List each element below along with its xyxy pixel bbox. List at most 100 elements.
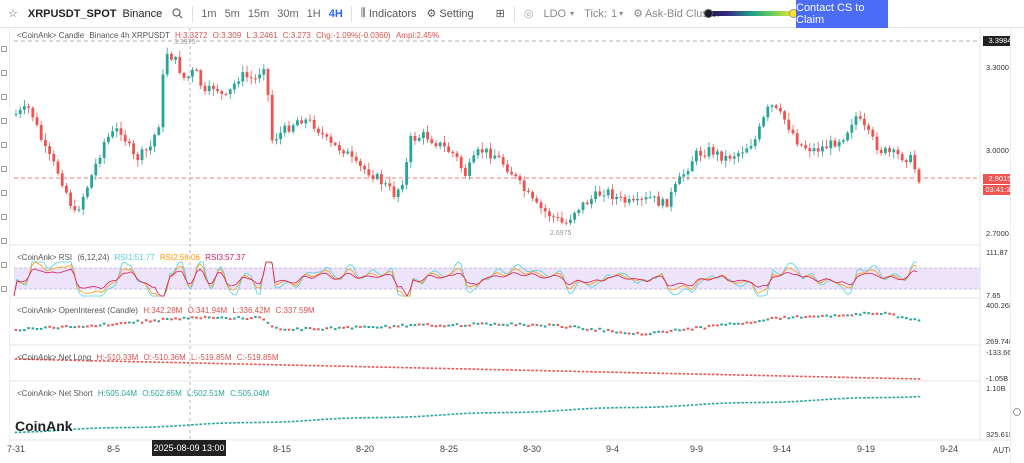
expand-panel-icon[interactable] (1013, 408, 1021, 416)
measure-tool-icon[interactable] (1, 166, 7, 172)
oi-axis-bottom: 269.74M (986, 337, 1016, 346)
timeframe-15m[interactable]: 15m (247, 7, 270, 20)
net-short-candle (850, 397, 854, 399)
net-short-candle (707, 403, 711, 405)
zoom-tool-icon[interactable] (1, 190, 7, 196)
net-long-candle (132, 360, 135, 363)
eye-tool-icon[interactable] (1, 262, 7, 268)
net-long-candle (556, 370, 560, 372)
net-long-candle (409, 366, 413, 369)
oi-candle (653, 331, 656, 334)
candle-body (522, 180, 526, 191)
net-long-candle (367, 366, 371, 368)
oi-candle (846, 314, 849, 317)
candle-body (795, 133, 799, 145)
symbol-selector[interactable]: XRPUSDT_SPOT Binance (23, 0, 167, 28)
search-icon[interactable] (167, 0, 188, 28)
oi-candle (291, 328, 295, 331)
favorite-star-icon[interactable]: ☆ (8, 8, 18, 20)
net-long-candle (737, 374, 740, 376)
net-short-candle (489, 411, 492, 414)
net-short-candle (178, 424, 182, 427)
oi-candle (640, 333, 644, 336)
brush-tool-icon[interactable] (1, 118, 7, 124)
oi-candle (459, 325, 463, 328)
net-short-candle (52, 429, 56, 432)
net-long-candle (405, 366, 408, 369)
candle-body (560, 217, 564, 223)
net-long-candle (535, 369, 539, 372)
layout-grid-icon[interactable]: ⊞ (495, 8, 505, 20)
setting-button[interactable]: ⚙ Setting (422, 0, 479, 28)
indicators-button[interactable]: ⫼ Indicators (356, 0, 422, 28)
net-long-candle (434, 367, 438, 370)
fib-tool-icon[interactable] (1, 94, 7, 100)
candle-body (312, 119, 316, 129)
auto-scale-toggle[interactable]: AUTO (993, 446, 1016, 455)
candle-body (107, 136, 110, 143)
lock-tool-icon[interactable] (1, 238, 7, 244)
text-tool-icon[interactable] (1, 142, 7, 148)
net-short-candle (405, 416, 408, 418)
cursor-tool-icon[interactable] (1, 46, 7, 52)
net-short-candle (144, 426, 148, 429)
oi-candle (489, 323, 492, 326)
timeframe-1h[interactable]: 1H (306, 7, 321, 20)
candle-body (56, 161, 60, 174)
oi-candle (787, 317, 791, 320)
timeframe-30m[interactable]: 30m (277, 7, 299, 20)
oi-candle (354, 325, 358, 328)
net-long-candle (23, 358, 26, 361)
net-long-candle (77, 359, 81, 362)
net-long-candle (497, 368, 501, 371)
net-short-close: C:505.04M (230, 389, 270, 398)
contact-cs-claim-button[interactable]: Contact CS to Claim (796, 0, 888, 28)
candle-body (884, 148, 887, 154)
magnet-tool-icon[interactable] (1, 214, 7, 220)
oi-candle (774, 316, 778, 319)
net-short-candle (119, 426, 123, 429)
net-short-candle (875, 396, 879, 399)
oi-candle (174, 317, 177, 320)
net-short-candle (648, 406, 652, 409)
net-long-candle (422, 367, 425, 369)
candle-body (850, 124, 854, 133)
oi-candle (661, 330, 665, 333)
trend-line-tool-icon[interactable] (1, 70, 7, 76)
oi-candle (564, 326, 568, 329)
candle-body (854, 116, 858, 125)
net-short-candle (552, 410, 555, 412)
net-long-candle (178, 361, 182, 364)
candle-body (867, 125, 870, 130)
net-short-candle (422, 415, 425, 417)
trash-tool-icon[interactable] (1, 286, 7, 292)
slider-handle-left[interactable] (704, 9, 713, 18)
net-short-candle (535, 411, 539, 413)
net-long-candle (493, 368, 497, 371)
tick-selector[interactable]: Tick: 1 ▾ (579, 0, 628, 28)
net-short-candle (800, 400, 803, 402)
candle-body (237, 81, 240, 84)
hide-icon[interactable]: ◎ (523, 8, 534, 20)
net-short-candle (98, 427, 102, 429)
rsi-params: (6,12,24) (77, 253, 110, 262)
ldo-selector[interactable]: LDO ▾ (539, 0, 580, 28)
oi-candle (812, 315, 816, 318)
net-long-candle (262, 363, 266, 366)
price-tick-label: 3.0000 (986, 146, 1009, 155)
timeframe-1m[interactable]: 1m (201, 7, 217, 20)
timeframe-4h[interactable]: 4H (328, 7, 343, 20)
net-short-candle (186, 424, 190, 426)
candle-body (665, 199, 669, 207)
net-long-candle (606, 371, 610, 373)
timeframe-5m[interactable]: 5m (224, 7, 240, 20)
candle-body (598, 191, 602, 196)
net-long-candle (707, 373, 711, 376)
net-short-candle (81, 427, 85, 430)
oi-candle (825, 314, 828, 317)
candle-body (182, 72, 186, 78)
net-short-candle (48, 430, 51, 432)
candle-body (791, 129, 795, 134)
net-long-candle (913, 378, 917, 380)
